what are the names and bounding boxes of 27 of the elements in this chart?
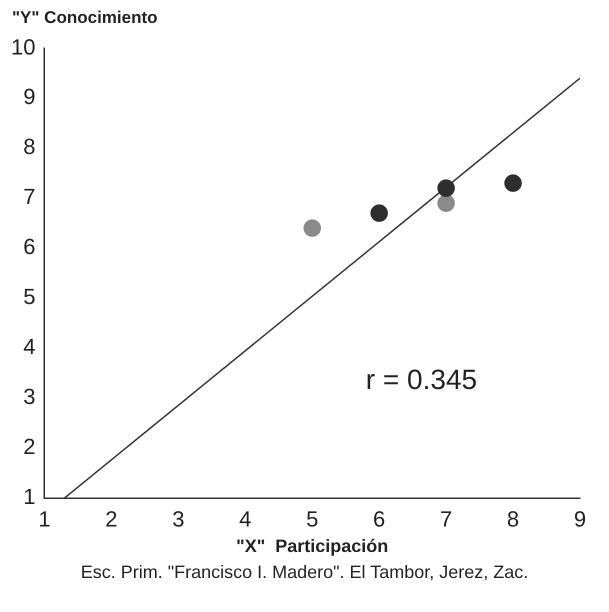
y-tick-label: 2	[23, 434, 36, 460]
y-tick-label: 10	[10, 34, 36, 60]
point	[303, 219, 321, 237]
y-tick-label: 4	[23, 334, 36, 360]
x-tick-label: 4	[239, 506, 252, 532]
x-axis-title: "X" Participación	[236, 536, 388, 556]
x-tick-label: 9	[574, 506, 586, 532]
point	[370, 204, 388, 222]
y-axis-title: "Y" Conocimiento	[12, 8, 159, 29]
x-tick-label: 2	[105, 506, 118, 532]
annotation: r = 0.345	[366, 364, 478, 395]
y-tick-label: 1	[23, 484, 36, 510]
x-tick-label: 3	[172, 506, 184, 532]
y-tick-label: 5	[23, 284, 36, 310]
text: Esc. Prim. "Francisco I. Madero". El Tambor, Jerez, Zac.	[80, 562, 530, 583]
y-tick-label: 9	[23, 84, 36, 110]
y-tick-label: 3	[23, 384, 36, 410]
point	[504, 174, 522, 192]
y-tick-label: 6	[23, 234, 36, 260]
x-tick-label: 7	[440, 506, 452, 532]
x-tick-label: 5	[306, 506, 318, 532]
x-tick-label: 8	[506, 506, 520, 532]
point	[437, 179, 455, 197]
point	[437, 194, 455, 212]
x-tick-label: 6	[373, 506, 386, 532]
y-tick-label: 7	[23, 184, 36, 210]
y-tick-label: 8	[23, 134, 36, 160]
